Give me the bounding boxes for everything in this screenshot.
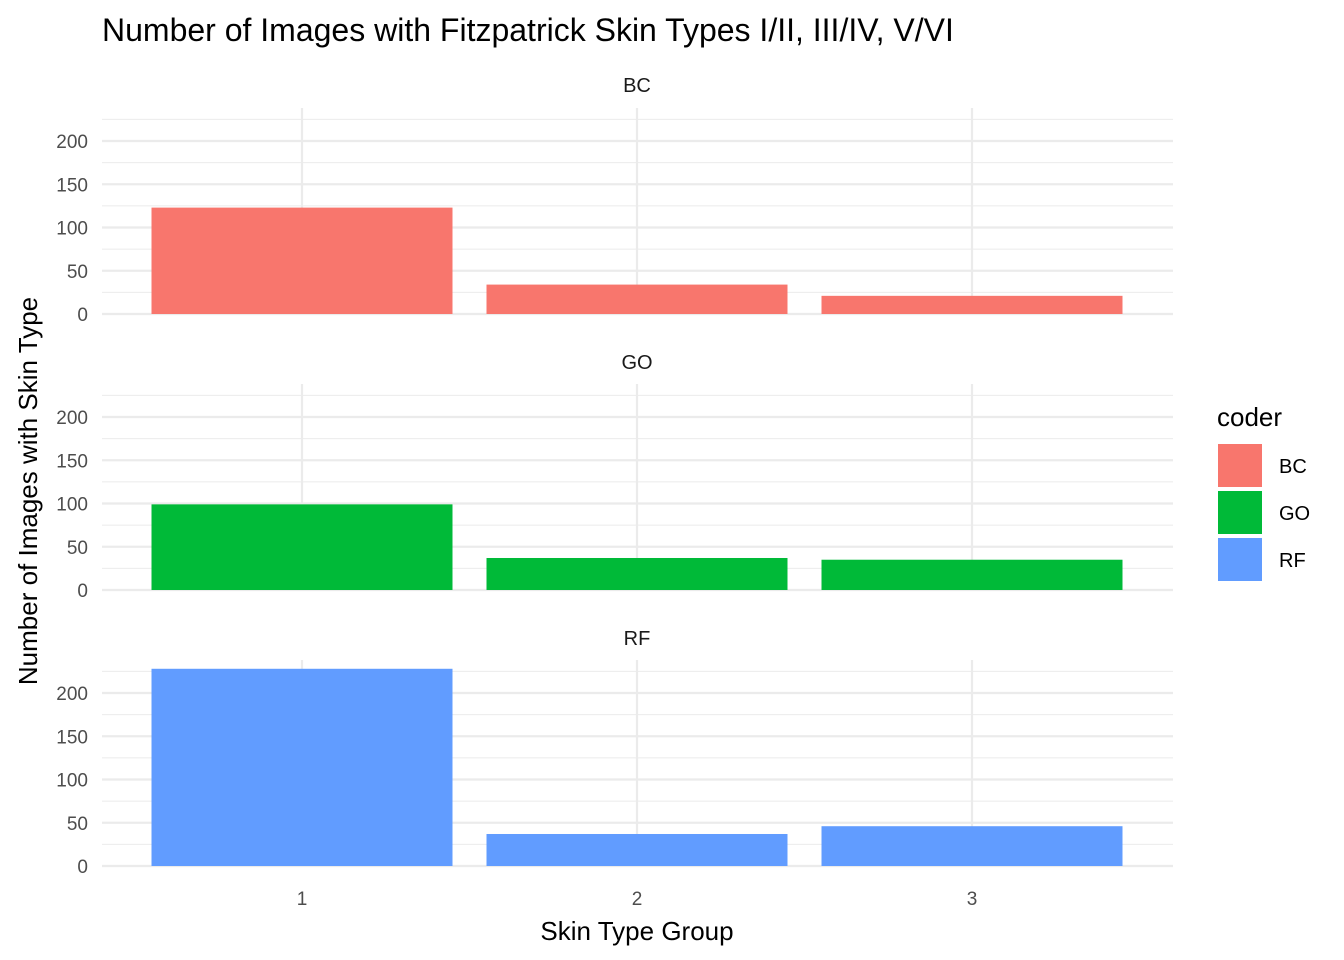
bar-go-1 <box>151 504 453 590</box>
y-tick-label: 50 <box>67 814 88 835</box>
y-tick-label: 100 <box>56 771 88 792</box>
legend-key-rf <box>1218 538 1262 581</box>
y-tick-label: 150 <box>56 175 88 196</box>
legend-label: RF <box>1279 550 1306 572</box>
bar-bc-3 <box>821 295 1123 314</box>
bar-rf-2 <box>486 833 788 866</box>
x-axis-ticks: 1 2 3 <box>297 889 978 910</box>
facet-panels: BC 0 50 100 150 200 GO 0 50 100 150 200 RF 0 50 100 150 2… <box>56 75 1173 910</box>
bar-bc-2 <box>486 284 788 314</box>
x-tick-label: 2 <box>632 889 643 910</box>
facet-panel-go: GO 0 50 100 150 200 <box>56 352 1173 602</box>
y-tick-label: 0 <box>77 581 88 602</box>
y-tick-label: 150 <box>56 727 88 748</box>
facet-strip-label: RF <box>624 628 651 650</box>
y-tick-label: 200 <box>56 132 88 153</box>
bar-rf-1 <box>151 668 453 866</box>
legend-label: GO <box>1279 503 1310 525</box>
y-tick-label: 200 <box>56 684 88 705</box>
legend: coder BC GO RF <box>1217 402 1310 581</box>
legend-title: coder <box>1217 402 1282 432</box>
bar-go-3 <box>821 559 1123 590</box>
y-tick-label: 50 <box>67 538 88 559</box>
chart-title: Number of Images with Fitzpatrick Skin T… <box>102 12 954 48</box>
legend-label: BC <box>1279 456 1307 478</box>
y-tick-label: 50 <box>67 262 88 283</box>
y-tick-label: 0 <box>77 857 88 878</box>
y-axis-title: Number of Images with Skin Type <box>13 297 43 685</box>
y-tick-label: 100 <box>56 219 88 240</box>
y-tick-label: 100 <box>56 495 88 516</box>
bar-bc-1 <box>151 207 453 314</box>
bar-rf-3 <box>821 826 1123 866</box>
y-tick-label: 0 <box>77 305 88 326</box>
facet-strip-label: BC <box>623 75 651 97</box>
y-tick-label: 200 <box>56 408 88 429</box>
x-tick-label: 1 <box>297 889 308 910</box>
y-tick-label: 150 <box>56 451 88 472</box>
x-tick-label: 3 <box>967 889 978 910</box>
bar-go-2 <box>486 557 788 590</box>
legend-key-bc <box>1218 444 1262 487</box>
facet-panel-rf: RF 0 50 100 150 200 <box>56 628 1173 878</box>
legend-key-go <box>1218 491 1262 534</box>
facet-strip-label: GO <box>621 352 652 374</box>
x-axis-title: Skin Type Group <box>540 916 733 946</box>
facet-panel-bc: BC 0 50 100 150 200 <box>56 75 1173 326</box>
